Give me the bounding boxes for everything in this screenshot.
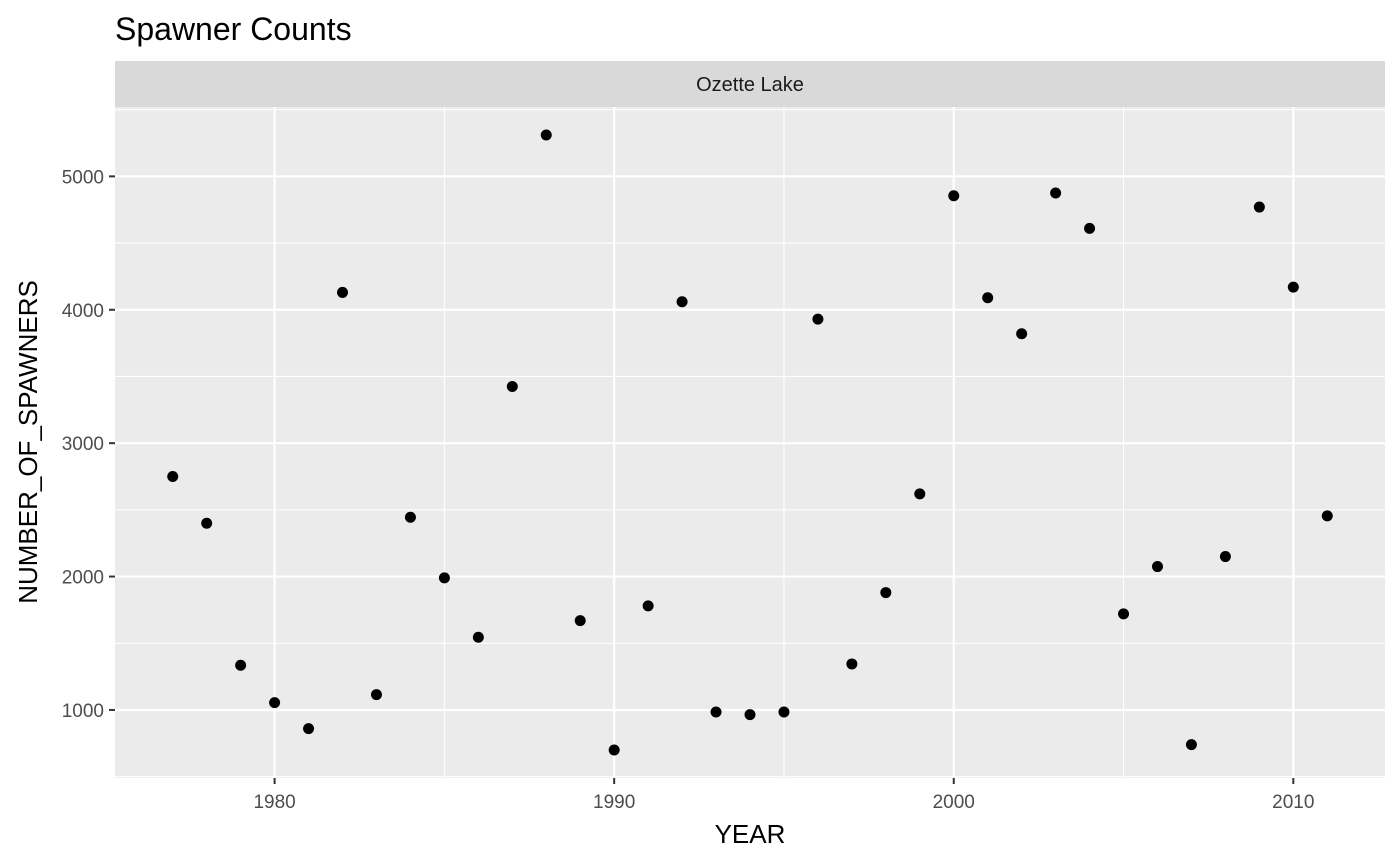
- data-point: [608, 744, 620, 756]
- y-tick-label: 3000: [62, 434, 104, 455]
- data-point: [1084, 222, 1096, 234]
- data-point: [506, 380, 518, 392]
- data-point: [1219, 551, 1231, 563]
- data-point: [914, 488, 926, 500]
- data-point: [642, 600, 654, 612]
- data-point: [1050, 187, 1062, 199]
- data-point: [982, 292, 994, 304]
- data-point: [948, 190, 960, 202]
- data-point: [574, 615, 586, 627]
- data-point: [676, 296, 688, 308]
- data-point: [812, 313, 824, 325]
- x-axis-title: YEAR: [715, 819, 786, 849]
- data-point: [1287, 281, 1299, 293]
- data-point: [472, 631, 484, 643]
- data-point: [540, 129, 552, 141]
- data-points: [167, 129, 1333, 756]
- data-point: [438, 572, 450, 584]
- data-point: [201, 517, 213, 529]
- data-point: [337, 286, 349, 298]
- y-axis: 1000 2000 3000 4000 5000: [62, 167, 115, 722]
- facet-strip-label: Ozette Lake: [696, 74, 804, 96]
- x-axis: 1980 1990 2000 2010: [253, 778, 1314, 813]
- data-point: [167, 471, 179, 483]
- data-point: [880, 587, 892, 599]
- y-axis-title: NUMBER_OF_SPAWNERS: [13, 280, 43, 604]
- x-tick-label: 2010: [1272, 792, 1314, 813]
- facet-strip: [115, 61, 1385, 107]
- data-point: [1253, 201, 1265, 213]
- grid-major: [115, 107, 1385, 778]
- data-point: [778, 706, 790, 718]
- data-point: [1185, 739, 1197, 751]
- data-point: [370, 689, 382, 701]
- x-tick-label: 1990: [593, 792, 635, 813]
- y-tick-label: 1000: [62, 701, 104, 722]
- data-point: [1118, 608, 1130, 620]
- y-tick-label: 5000: [62, 167, 104, 188]
- data-point: [1016, 328, 1028, 340]
- data-point: [1321, 510, 1333, 522]
- data-point: [710, 706, 722, 718]
- data-point: [235, 659, 247, 671]
- x-tick-label: 1980: [253, 792, 295, 813]
- data-point: [846, 658, 858, 670]
- y-tick-label: 2000: [62, 568, 104, 589]
- data-point: [404, 511, 416, 523]
- data-point: [303, 723, 315, 735]
- data-point: [269, 697, 281, 709]
- data-point: [744, 709, 756, 721]
- x-tick-label: 2000: [933, 792, 975, 813]
- y-tick-label: 4000: [62, 301, 104, 322]
- chart-title: Spawner Counts: [115, 11, 352, 47]
- data-point: [1151, 561, 1163, 573]
- grid-minor: [115, 107, 1385, 778]
